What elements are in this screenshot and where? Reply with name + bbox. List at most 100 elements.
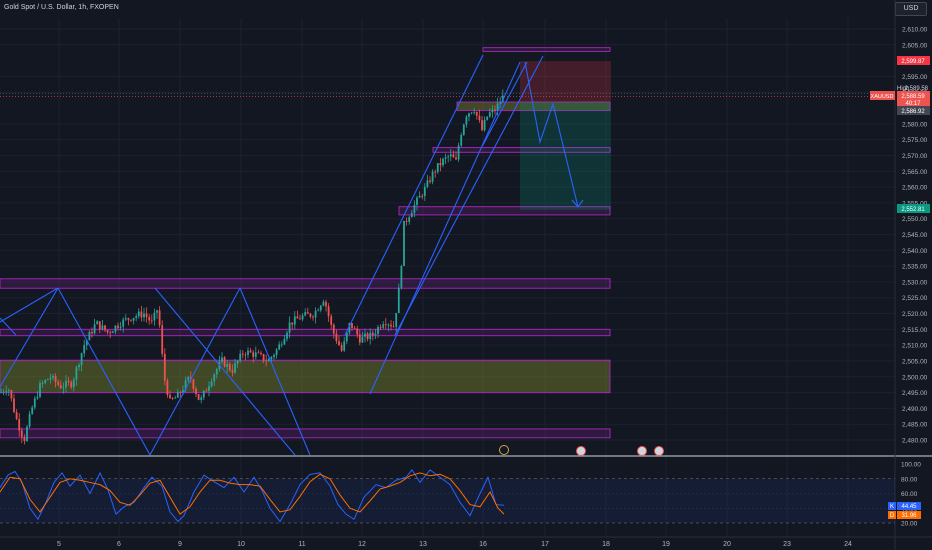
candle-body [104, 325, 106, 331]
trendline[interactable] [0, 287, 59, 388]
price-zone[interactable] [482, 47, 611, 52]
candle-body [299, 318, 301, 320]
candle-body [33, 398, 36, 408]
candle-body [338, 341, 340, 346]
candle-body [270, 356, 273, 360]
candle-body [88, 331, 91, 341]
candle-body [57, 382, 60, 385]
candle-body [78, 365, 80, 368]
price-tick-label: 2,605.00 [902, 42, 928, 49]
price-tick-label: 2,485.00 [902, 422, 928, 429]
price-tick-label: 2,595.00 [902, 74, 928, 81]
symbol-title: Gold Spot / U.S. Dollar, 1h, FXOPEN [4, 4, 119, 11]
candle-body [382, 324, 385, 328]
candle-body [457, 145, 460, 160]
price-zone[interactable] [0, 328, 611, 337]
candle-body [465, 116, 468, 125]
candle-body [280, 344, 283, 346]
k-tag-bg [897, 502, 921, 510]
price-tick-label: 2,575.00 [902, 137, 928, 144]
trendline[interactable] [394, 55, 544, 336]
symbol-tag: XAUUSD [871, 94, 894, 100]
trendline[interactable] [57, 287, 151, 456]
candle-body [197, 393, 200, 400]
trendline[interactable] [0, 287, 59, 323]
economic-event-flag-icon[interactable] [654, 446, 664, 456]
candle-body [301, 315, 304, 320]
trendline[interactable] [239, 287, 311, 456]
stop-price-tag-bg [897, 204, 930, 213]
d-tag-value: 31.96 [901, 513, 917, 519]
price-zone[interactable] [0, 359, 611, 394]
trendline[interactable] [149, 287, 241, 456]
candle-body [23, 437, 26, 441]
candle-body [262, 354, 265, 361]
candle-body [291, 322, 294, 325]
candle-body [148, 316, 151, 321]
candle-body [488, 112, 491, 117]
price-zone[interactable] [0, 428, 611, 439]
economic-event-flag-icon[interactable] [576, 446, 586, 456]
candle-body [135, 316, 138, 318]
trendline[interactable] [482, 61, 528, 146]
trendline[interactable] [154, 287, 296, 456]
projection-path[interactable] [524, 61, 579, 208]
candle-body [119, 326, 122, 328]
candle-body [249, 350, 252, 353]
candle-body [15, 412, 18, 420]
candles [0, 89, 504, 445]
economic-event-flag-icon[interactable] [637, 446, 647, 456]
price-tick-label: 2,505.00 [902, 358, 928, 365]
candle-body [101, 325, 104, 330]
d-tag-bg [897, 511, 921, 519]
price-zone[interactable] [0, 278, 611, 289]
trendline[interactable] [344, 54, 484, 336]
candle-body [65, 380, 67, 388]
price-zone[interactable] [398, 206, 611, 216]
candle-body [395, 312, 398, 327]
candle-body [278, 344, 281, 350]
dividend-event-icon[interactable] [499, 445, 509, 455]
price-zone[interactable] [432, 147, 611, 153]
candle-body [379, 327, 382, 328]
price-tick-label: 2,530.00 [902, 279, 928, 286]
candle-body [80, 353, 83, 366]
candle-body [106, 330, 109, 333]
time-label: 19 [662, 541, 670, 548]
candle-body [408, 217, 411, 222]
candle-body [202, 390, 205, 398]
candle-body [98, 321, 101, 330]
candle-body [353, 327, 356, 329]
candle-body [314, 310, 317, 318]
candle-body [312, 316, 314, 318]
candle-body [150, 320, 153, 322]
stop-loss-area[interactable] [520, 61, 611, 102]
candle-body [374, 333, 377, 336]
candle-body [332, 324, 335, 334]
candle-body [67, 380, 70, 382]
candle-body [127, 318, 130, 320]
candle-body [470, 112, 473, 114]
candle-body [213, 374, 216, 382]
candle-body [410, 212, 413, 218]
demand-zone-frame[interactable] [0, 359, 611, 394]
candle-body [171, 398, 174, 399]
candle-body [452, 154, 455, 158]
candle-body [293, 316, 296, 325]
candle-body [496, 103, 499, 111]
candle-body [468, 113, 470, 117]
candle-body [499, 102, 502, 104]
candle-body [226, 364, 229, 367]
trendline[interactable] [369, 61, 521, 395]
time-label: 20 [723, 541, 731, 548]
trendline[interactable] [0, 317, 17, 336]
candle-body [319, 305, 322, 311]
candle-body [85, 340, 88, 346]
candle-body [143, 313, 145, 318]
candle-body [325, 301, 327, 307]
oscillator-band [0, 478, 895, 523]
time-axis: 5 6 9 10 11 12 13 16 17 18 19 20 23 24 [57, 541, 852, 548]
candle-body [369, 332, 372, 340]
candle-body [418, 195, 421, 198]
